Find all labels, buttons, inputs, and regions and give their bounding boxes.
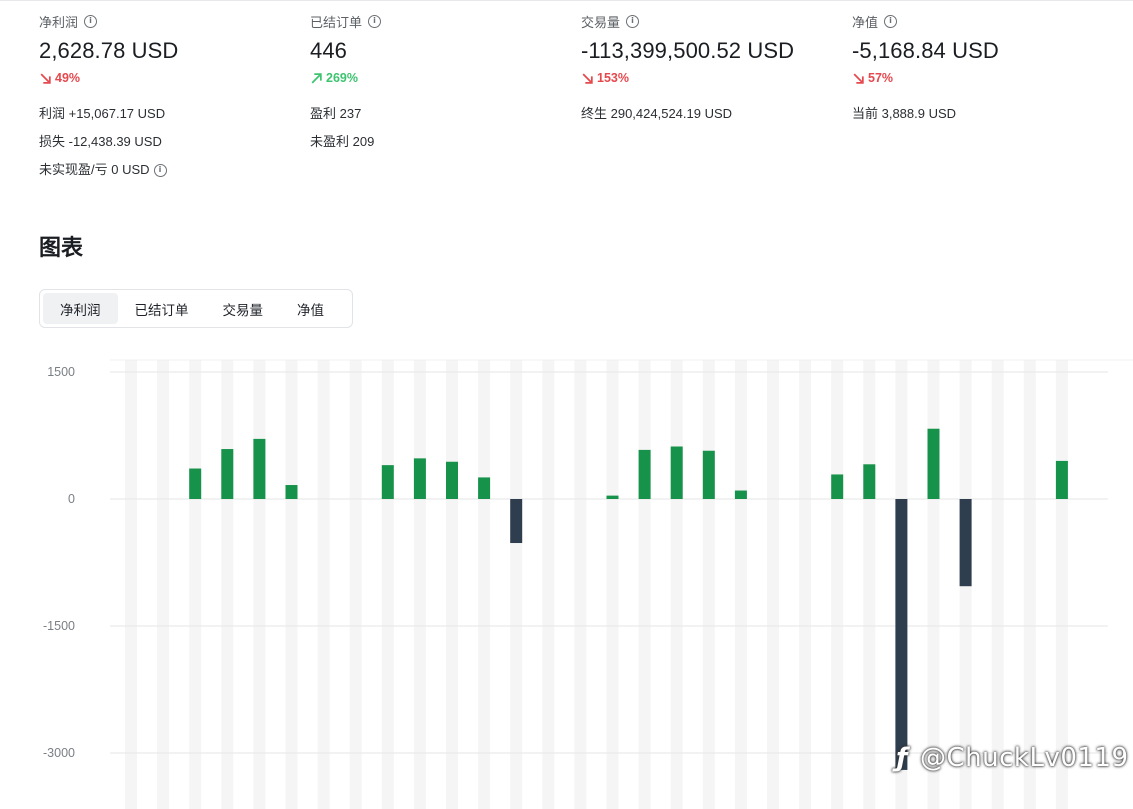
- chart-column-band: [734, 360, 747, 809]
- stat-detail: 利润 +15,067.17 USD: [39, 106, 166, 121]
- loss-bar: [959, 499, 972, 587]
- chart-column-band: [189, 360, 202, 809]
- profit-bar: [189, 468, 202, 499]
- chart-column-band: [157, 360, 170, 809]
- chart-column-band: [478, 360, 491, 809]
- stat-detail: 损失 -12,438.39 USD: [39, 134, 162, 149]
- stat-value: -113,399,500.52 USD: [581, 38, 795, 63]
- chart-column-band: [831, 360, 844, 809]
- section-title: 图表: [39, 235, 84, 260]
- brand-logo-icon: ƒ: [896, 743, 908, 773]
- profit-bar: [446, 461, 458, 499]
- chart-column-band: [991, 360, 1004, 809]
- stat-detail: 未盈利 209: [310, 134, 375, 149]
- stat-closed-orders: 已结订单 i 446 269% 盈利 237 未盈利 209: [310, 12, 570, 156]
- stat-detail: 盈利 237: [310, 106, 362, 121]
- chart-column-band: [863, 360, 876, 809]
- info-icon[interactable]: i: [153, 163, 167, 177]
- chart-column-band: [799, 360, 812, 809]
- profit-bar: [221, 449, 234, 499]
- stat-net-profit: 净利润 i 2,628.78 USD 49% 利润 +15,067.17 USD …: [39, 12, 299, 184]
- tab-equity[interactable]: 净值: [297, 302, 324, 318]
- profit-bar: [413, 458, 426, 499]
- y-tick-label: -3000: [43, 746, 75, 760]
- stat-change: 269%: [310, 70, 570, 86]
- tab-net-profit[interactable]: 净利润: [43, 293, 118, 324]
- chart-column-band: [285, 360, 298, 809]
- chart-column-band: [349, 360, 362, 809]
- chart-column-band: [1055, 360, 1068, 809]
- chart-column-band: [606, 360, 619, 809]
- chart-column-band: [446, 360, 458, 809]
- chart-column-band: [574, 360, 587, 809]
- arrow-down-right-icon: [40, 73, 51, 84]
- arrow-down-right-icon: [853, 73, 864, 84]
- top-divider: [0, 0, 1133, 1]
- watermark-text: @ChuckLv0119: [920, 743, 1129, 773]
- chart-column-band: [381, 360, 394, 809]
- chart-column-band: [638, 360, 651, 809]
- stat-label: 交易量: [581, 14, 621, 30]
- stat-detail: 未实现盈/亏 0 USD: [39, 162, 150, 177]
- profit-bar: [863, 464, 876, 499]
- stat-change-value: 153%: [597, 71, 629, 85]
- chart-column-band: [510, 360, 523, 809]
- stat-change-value: 49%: [55, 71, 81, 85]
- stat-value: 446: [310, 38, 348, 63]
- watermark: ƒ @ChuckLv0119: [890, 743, 1129, 773]
- chart-column-band: [670, 360, 683, 809]
- chart-column-band: [221, 360, 234, 809]
- chart-column-band: [1023, 360, 1036, 809]
- info-icon[interactable]: i: [626, 14, 640, 28]
- info-icon[interactable]: i: [368, 14, 382, 28]
- profit-bar: [285, 485, 298, 499]
- stat-value: -5,168.84 USD: [852, 38, 999, 63]
- profit-bar: [670, 446, 683, 499]
- profit-bar: [478, 477, 491, 499]
- stat-change: 153%: [581, 70, 861, 86]
- chart-column-band: [317, 360, 330, 809]
- profit-bar: [1055, 460, 1068, 499]
- info-icon[interactable]: i: [84, 14, 98, 28]
- stat-change-value: 57%: [868, 71, 894, 85]
- y-tick-label: 1500: [47, 365, 75, 379]
- stat-label: 已结订单: [310, 14, 363, 30]
- chart-column-band: [253, 360, 266, 809]
- stat-change: 57%: [852, 70, 1112, 86]
- profit-bar: [381, 465, 394, 499]
- profit-bar: [831, 474, 844, 499]
- chart-column-band: [125, 360, 137, 809]
- loss-bar: [510, 499, 523, 544]
- profit-bar: [606, 495, 619, 499]
- stat-label: 净利润: [39, 14, 79, 30]
- stat-detail: 当前 3,888.9 USD: [852, 106, 957, 121]
- stat-detail: 终生 290,424,524.19 USD: [581, 106, 733, 121]
- stat-volume: 交易量 i -113,399,500.52 USD 153% 终生 290,424…: [581, 12, 861, 128]
- profit-bar: [927, 428, 940, 499]
- chart-column-band: [542, 360, 555, 809]
- profit-bar: [702, 450, 715, 499]
- chart-column-band: [413, 360, 426, 809]
- chart-column-band: [702, 360, 715, 809]
- stat-value: 2,628.78 USD: [39, 38, 179, 63]
- profit-bar: [638, 449, 651, 499]
- loss-bar: [895, 499, 908, 770]
- info-icon[interactable]: i: [884, 14, 898, 28]
- net-profit-chart: 1500 0 -1500 -3000: [43, 359, 1133, 809]
- y-tick-label: 0: [68, 492, 75, 506]
- chart-tabs: 净利润 已结订单 交易量 净值: [39, 289, 353, 328]
- tab-closed-orders[interactable]: 已结订单: [134, 302, 189, 318]
- profit-bar: [734, 490, 747, 499]
- chart-column-band: [767, 360, 779, 809]
- stat-change-value: 269%: [326, 71, 358, 85]
- chart-column-band: [927, 360, 940, 809]
- stat-change: 49%: [39, 70, 299, 86]
- arrow-down-right-icon: [582, 73, 593, 84]
- stat-equity: 净值 i -5,168.84 USD 57% 当前 3,888.9 USD: [852, 12, 1112, 128]
- y-tick-label: -1500: [43, 619, 75, 633]
- arrow-up-right-icon: [311, 72, 322, 83]
- tab-volume[interactable]: 交易量: [222, 302, 264, 318]
- profit-bar: [253, 438, 266, 499]
- stat-label: 净值: [852, 14, 879, 30]
